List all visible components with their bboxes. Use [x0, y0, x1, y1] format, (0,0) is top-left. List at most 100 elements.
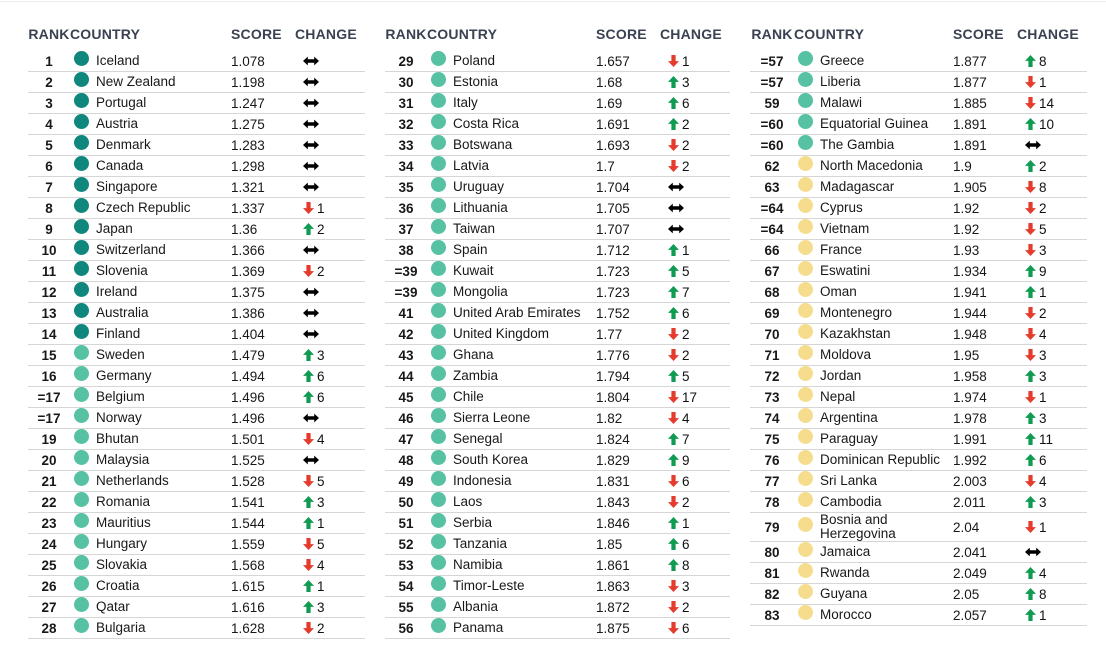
country-name: Chile [453, 388, 484, 404]
change-cell: 3 [293, 495, 365, 510]
country-dot-wrap [427, 450, 453, 470]
country-dot-wrap [427, 597, 453, 617]
score-value: 1.337 [231, 200, 265, 216]
change-value: 1 [1039, 607, 1047, 623]
country-header: COUNTRY [70, 26, 141, 42]
country-dot-wrap [427, 135, 453, 155]
country-dot-wrap [427, 576, 453, 596]
score-value: 1.885 [953, 95, 987, 111]
country-dot-wrap [427, 471, 453, 491]
change-value: 6 [317, 368, 325, 384]
country-dot-icon [798, 114, 813, 129]
table-row: 35 Uruguay 1.704 [385, 177, 730, 198]
rank-cell: 69 [764, 305, 780, 321]
change-cell: 4 [293, 558, 365, 573]
score-value: 1.861 [596, 557, 630, 573]
change-header: CHANGE [660, 26, 722, 42]
change-cell: 1 [1015, 390, 1087, 405]
country-dot-wrap [70, 240, 96, 260]
change-cell: 4 [1015, 474, 1087, 489]
country-dot-wrap [70, 492, 96, 512]
country-name: The Gambia [820, 136, 895, 152]
change-cell: 5 [293, 474, 365, 489]
country-name: Botswana [453, 136, 513, 152]
change-cell [293, 308, 365, 318]
up-arrow-icon [303, 370, 314, 382]
up-arrow-icon [1025, 55, 1036, 67]
rows-group-1: 1 Iceland 1.078 2 New Zealand 1.198 3 Portugal 1… [28, 51, 365, 639]
change-cell: 3 [1015, 495, 1087, 510]
change-value: 8 [1039, 179, 1047, 195]
change-cell [293, 77, 365, 87]
country-dot-icon [431, 51, 446, 66]
rank-cell: 23 [41, 515, 57, 531]
country-dot-wrap [427, 93, 453, 113]
country-dot-icon [431, 261, 446, 276]
up-arrow-icon [1025, 412, 1036, 424]
change-cell: 1 [293, 201, 365, 216]
change-cell: 2 [293, 222, 365, 237]
down-arrow-icon [303, 433, 314, 445]
down-arrow-icon [303, 265, 314, 277]
up-arrow-icon [668, 517, 679, 529]
rank-cell: 4 [45, 116, 53, 132]
change-cell: 3 [293, 348, 365, 363]
country-name: Italy [453, 94, 478, 110]
up-arrow-icon [668, 454, 679, 466]
score-value: 1.559 [231, 536, 265, 552]
table-row: 5 Denmark 1.283 [28, 135, 365, 156]
country-name: Costa Rica [453, 115, 520, 131]
column-header: RANK COUNTRY SCORE CHANGE [385, 26, 730, 42]
country-name: Portugal [96, 94, 147, 110]
country-name: Germany [96, 367, 152, 383]
table-row: 36 Lithuania 1.705 [385, 198, 730, 219]
table-row: 71 Moldova 1.95 3 [750, 345, 1087, 366]
change-cell: 4 [1015, 327, 1087, 342]
change-value: 1 [1039, 389, 1047, 405]
country-dot-icon [74, 303, 89, 318]
column-header: RANK COUNTRY SCORE CHANGE [750, 26, 1087, 42]
rank-cell: 35 [398, 179, 414, 195]
score-value: 1.77 [596, 326, 623, 342]
score-value: 1.95 [953, 347, 980, 363]
country-name: Eswatini [820, 262, 871, 278]
table-row: 74 Argentina 1.978 3 [750, 408, 1087, 429]
country-dot-wrap [70, 429, 96, 449]
table-row: 12 Ireland 1.375 [28, 282, 365, 303]
change-cell: 3 [658, 75, 730, 90]
table-row: 34 Latvia 1.7 2 [385, 156, 730, 177]
table-row: 62 North Macedonia 1.9 2 [750, 156, 1087, 177]
table-row: 29 Poland 1.657 1 [385, 51, 730, 72]
country-name: North Macedonia [820, 157, 923, 173]
table-row: =17 Belgium 1.496 6 [28, 387, 365, 408]
country-dot-wrap [70, 135, 96, 155]
table-row: 33 Botswana 1.693 2 [385, 135, 730, 156]
country-name: Czech Republic [96, 199, 191, 215]
change-value: 6 [682, 536, 690, 552]
score-value: 1.941 [953, 284, 987, 300]
change-cell: 3 [1015, 411, 1087, 426]
no-change-icon [303, 245, 319, 255]
down-arrow-icon [303, 538, 314, 550]
country-dot-wrap [70, 513, 96, 533]
rank-cell: 7 [45, 179, 53, 195]
country-name: Rwanda [820, 565, 870, 581]
country-dot-wrap [427, 618, 453, 638]
score-value: 1.657 [596, 53, 630, 69]
change-cell: 8 [1015, 180, 1087, 195]
table-row: 55 Albania 1.872 2 [385, 597, 730, 618]
rank-cell: 54 [398, 578, 414, 594]
country-dot-wrap [794, 303, 820, 323]
no-change-icon [668, 224, 684, 234]
rank-cell: 30 [398, 74, 414, 90]
score-value: 1.321 [231, 179, 265, 195]
up-arrow-icon [1025, 286, 1036, 298]
country-dot-icon [798, 177, 813, 192]
table-row: 26 Croatia 1.615 1 [28, 576, 365, 597]
table-row: 15 Sweden 1.479 3 [28, 345, 365, 366]
country-dot-icon [798, 471, 813, 486]
rank-header: RANK [28, 26, 70, 42]
country-dot-icon [431, 555, 446, 570]
change-value: 3 [317, 494, 325, 510]
country-dot-icon [74, 324, 89, 339]
